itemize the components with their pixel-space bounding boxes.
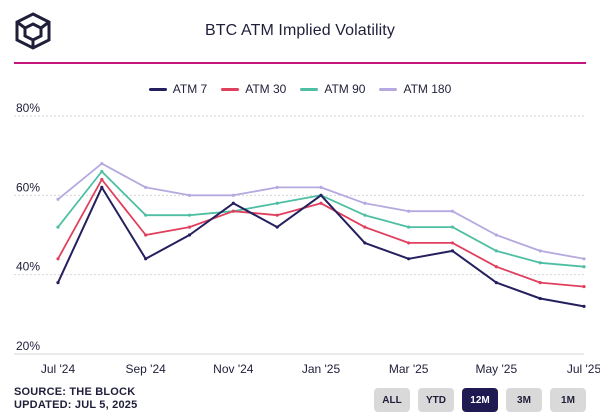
legend-label: ATM 7 — [172, 82, 208, 96]
data-point-atm-7 — [538, 296, 542, 301]
data-point-atm-30 — [494, 265, 498, 269]
legend-swatch — [379, 87, 398, 91]
data-point-atm-180 — [231, 193, 235, 197]
legend-label: ATM 180 — [403, 82, 452, 96]
data-point-atm-30 — [450, 241, 455, 245]
data-point-atm-7 — [450, 249, 455, 253]
source-footer: SOURCE: THE BLOCK UPDATED: JUL 5, 2025 — [14, 386, 137, 412]
data-point-atm-30 — [582, 284, 586, 289]
data-point-atm-90 — [494, 249, 498, 253]
range-selector: ALL YTD 12M 3M 1M — [374, 388, 586, 412]
data-point-atm-7 — [319, 193, 323, 197]
data-point-atm-180 — [363, 201, 367, 205]
range-button-1m[interactable]: 1M — [550, 388, 586, 412]
y-tick-label: 40% — [16, 260, 40, 274]
data-point-atm-90 — [56, 225, 60, 229]
series-line-atm-90 — [57, 170, 585, 268]
data-point-atm-180 — [450, 209, 455, 213]
x-tick-label: Nov '24 — [213, 362, 254, 376]
data-point-atm-7 — [100, 185, 104, 189]
data-point-atm-30 — [231, 209, 235, 213]
data-point-atm-7 — [275, 225, 279, 229]
y-tick-label: 60% — [16, 180, 40, 194]
data-point-atm-90 — [582, 265, 586, 269]
legend-item-atm-180[interactable]: ATM 180 — [379, 82, 451, 96]
data-point-atm-7 — [582, 304, 586, 308]
data-point-atm-180 — [538, 249, 542, 253]
data-point-atm-180 — [56, 197, 60, 201]
data-point-atm-7 — [56, 281, 60, 285]
legend-item-atm-90[interactable]: ATM 90 — [300, 82, 365, 96]
data-point-atm-180 — [582, 257, 586, 261]
legend-item-atm-7[interactable]: ATM 7 — [148, 82, 208, 96]
legend-label: ATM 30 — [245, 82, 287, 96]
legend-swatch — [148, 87, 167, 91]
data-point-atm-7 — [407, 257, 411, 261]
chart-legend: ATM 7 ATM 30 ATM 90 ATM 180 — [0, 82, 600, 96]
the-block-logo-icon — [15, 12, 51, 50]
data-point-atm-30 — [56, 257, 60, 261]
data-point-atm-180 — [494, 233, 498, 237]
legend-item-atm-30[interactable]: ATM 30 — [221, 82, 286, 96]
data-point-atm-180 — [187, 193, 192, 197]
data-point-atm-30 — [275, 213, 279, 217]
data-point-atm-7 — [144, 257, 148, 261]
data-point-atm-30 — [363, 225, 367, 229]
data-point-atm-30 — [319, 201, 323, 205]
data-point-atm-7 — [363, 241, 367, 245]
data-point-atm-180 — [275, 185, 279, 189]
x-tick-label: Sep '24 — [126, 362, 167, 376]
legend-label: ATM 90 — [324, 82, 366, 96]
data-point-atm-90 — [100, 169, 104, 174]
volatility-line-chart: 80% 60% 40% 20%Jul '24 Sep '24 Nov '24 Jan '25… — [14, 101, 600, 376]
data-point-atm-90 — [538, 261, 542, 265]
data-point-atm-30 — [100, 177, 104, 182]
data-point-atm-30 — [407, 241, 411, 245]
data-point-atm-90 — [407, 225, 411, 229]
data-point-atm-90 — [187, 213, 192, 217]
page-title: BTC ATM Implied Volatility — [205, 22, 395, 39]
range-button-3m[interactable]: 3M — [506, 388, 542, 412]
source-text: SOURCE: THE BLOCK — [14, 386, 136, 398]
data-point-atm-90 — [275, 201, 279, 205]
y-tick-label: 80% — [16, 101, 40, 115]
data-point-atm-30 — [144, 233, 148, 237]
data-point-atm-7 — [494, 281, 498, 285]
x-tick-label: May '25 — [476, 362, 518, 376]
data-point-atm-180 — [319, 185, 323, 189]
legend-swatch — [300, 87, 319, 91]
x-tick-label: Jul '25 — [567, 362, 600, 376]
x-tick-label: Jul '24 — [41, 362, 76, 376]
data-point-atm-7 — [187, 233, 192, 237]
data-point-atm-180 — [407, 209, 411, 213]
updated-text: UPDATED: JUL 5, 2025 — [14, 399, 138, 411]
range-button-all[interactable]: ALL — [374, 388, 410, 412]
x-tick-label: Jan '25 — [302, 362, 341, 376]
data-point-atm-90 — [450, 225, 455, 229]
range-button-ytd[interactable]: YTD — [418, 388, 454, 412]
title-divider — [14, 62, 586, 64]
data-point-atm-180 — [144, 185, 148, 189]
data-point-atm-180 — [100, 162, 104, 166]
data-point-atm-7 — [231, 201, 235, 205]
data-point-atm-90 — [144, 213, 148, 217]
y-tick-label: 20% — [16, 339, 40, 353]
legend-swatch — [221, 87, 240, 91]
range-button-12m[interactable]: 12M — [462, 388, 498, 412]
data-point-atm-30 — [538, 281, 542, 285]
x-tick-label: Mar '25 — [389, 362, 429, 376]
data-point-atm-90 — [363, 213, 367, 217]
data-point-atm-30 — [187, 225, 192, 229]
